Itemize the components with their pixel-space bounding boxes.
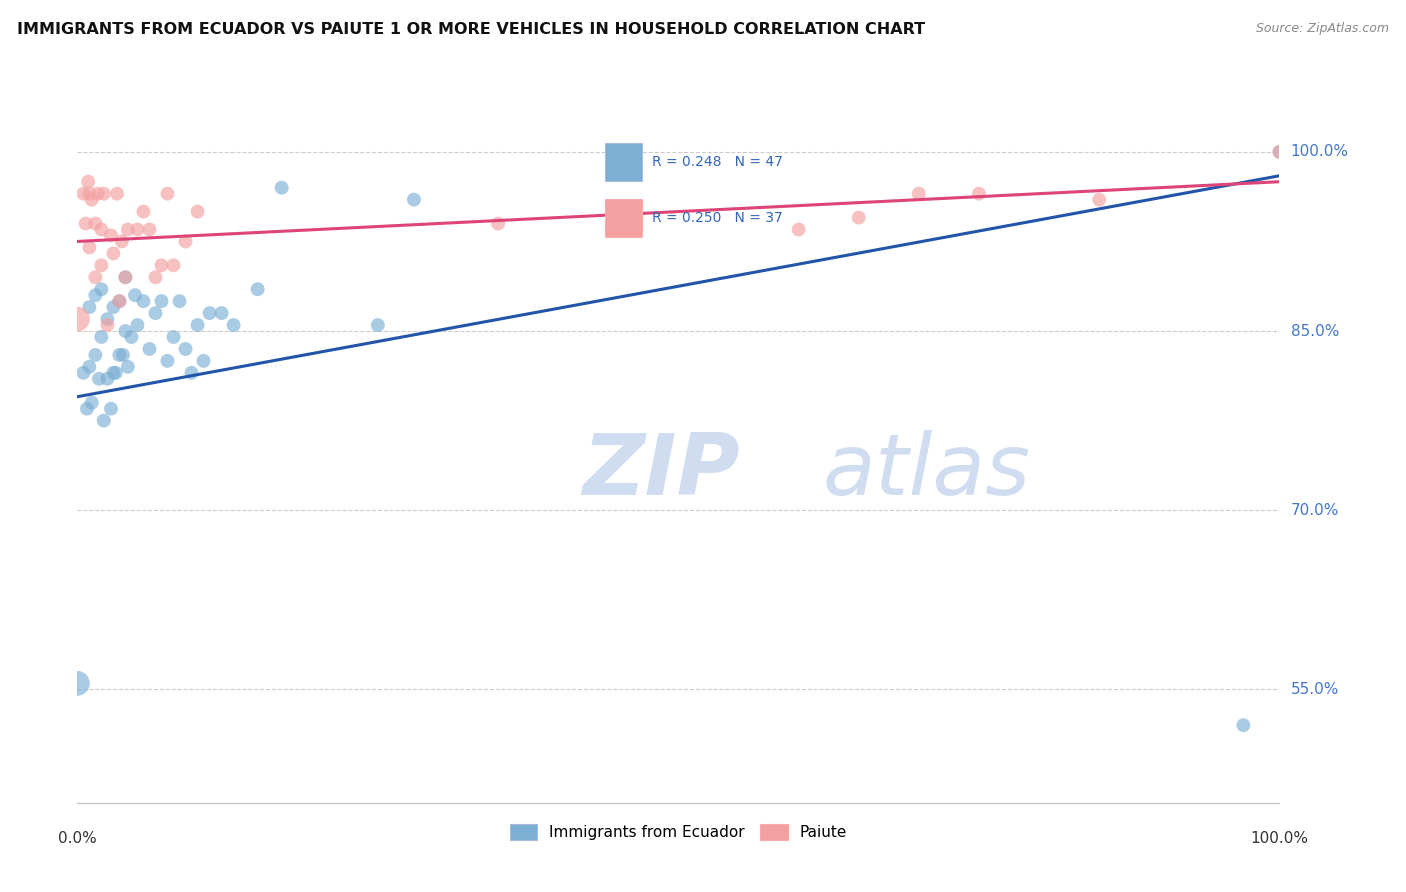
Point bbox=[132, 294, 155, 309]
Point bbox=[211, 306, 233, 320]
Point bbox=[84, 217, 107, 231]
Point bbox=[66, 312, 89, 326]
Point bbox=[114, 324, 136, 338]
Point bbox=[1268, 145, 1291, 159]
Point bbox=[84, 288, 107, 302]
Point bbox=[193, 354, 215, 368]
Point bbox=[848, 211, 870, 225]
Text: 100.0%: 100.0% bbox=[1250, 830, 1309, 846]
Point bbox=[96, 318, 118, 332]
Point bbox=[138, 222, 160, 236]
Point bbox=[105, 186, 128, 201]
Point bbox=[84, 270, 107, 285]
Point bbox=[77, 175, 100, 189]
Point bbox=[127, 318, 149, 332]
Point bbox=[1088, 193, 1111, 207]
Point bbox=[72, 186, 94, 201]
Point bbox=[127, 222, 149, 236]
Point bbox=[150, 294, 173, 309]
Point bbox=[402, 193, 425, 207]
Point bbox=[787, 222, 810, 236]
Point bbox=[124, 288, 146, 302]
Point bbox=[145, 270, 167, 285]
Point bbox=[87, 372, 110, 386]
Point bbox=[84, 348, 107, 362]
Point bbox=[90, 222, 112, 236]
Point bbox=[103, 246, 125, 260]
Point bbox=[120, 330, 142, 344]
Point bbox=[79, 359, 101, 374]
Point bbox=[222, 318, 245, 332]
Point bbox=[96, 372, 118, 386]
Point bbox=[908, 186, 931, 201]
Point bbox=[111, 235, 134, 249]
Point bbox=[103, 300, 125, 314]
Text: 70.0%: 70.0% bbox=[1291, 503, 1339, 517]
Point bbox=[367, 318, 389, 332]
Point bbox=[1232, 718, 1254, 732]
Point bbox=[486, 217, 509, 231]
Point bbox=[180, 366, 202, 380]
Point bbox=[90, 330, 112, 344]
Point bbox=[1268, 145, 1291, 159]
Point bbox=[80, 193, 103, 207]
Point bbox=[156, 354, 179, 368]
Point bbox=[117, 359, 139, 374]
Text: atlas: atlas bbox=[823, 430, 1031, 513]
Point bbox=[87, 186, 110, 201]
Point bbox=[145, 306, 167, 320]
Point bbox=[90, 258, 112, 272]
Point bbox=[100, 401, 122, 416]
Point bbox=[100, 228, 122, 243]
Text: IMMIGRANTS FROM ECUADOR VS PAIUTE 1 OR MORE VEHICLES IN HOUSEHOLD CORRELATION CH: IMMIGRANTS FROM ECUADOR VS PAIUTE 1 OR M… bbox=[17, 22, 925, 37]
Text: Source: ZipAtlas.com: Source: ZipAtlas.com bbox=[1256, 22, 1389, 36]
Point bbox=[198, 306, 221, 320]
Point bbox=[150, 258, 173, 272]
Point bbox=[103, 366, 125, 380]
Text: 55.0%: 55.0% bbox=[1291, 681, 1339, 697]
Point bbox=[156, 186, 179, 201]
Legend: Immigrants from Ecuador, Paiute: Immigrants from Ecuador, Paiute bbox=[502, 817, 855, 848]
Text: ZIP: ZIP bbox=[582, 430, 740, 513]
Point bbox=[169, 294, 191, 309]
Point bbox=[270, 180, 292, 194]
Point bbox=[111, 348, 134, 362]
Point bbox=[162, 330, 184, 344]
Point bbox=[108, 294, 131, 309]
Point bbox=[79, 186, 101, 201]
Point bbox=[162, 258, 184, 272]
Point bbox=[138, 342, 160, 356]
Point bbox=[246, 282, 269, 296]
Point bbox=[96, 312, 118, 326]
Point bbox=[75, 217, 97, 231]
Point bbox=[108, 294, 131, 309]
Point bbox=[114, 270, 136, 285]
Point bbox=[132, 204, 155, 219]
Point bbox=[104, 366, 127, 380]
Point bbox=[967, 186, 990, 201]
Point bbox=[79, 240, 101, 254]
Point bbox=[186, 204, 209, 219]
Point bbox=[186, 318, 209, 332]
Point bbox=[90, 282, 112, 296]
Point bbox=[114, 270, 136, 285]
Text: 0.0%: 0.0% bbox=[58, 830, 97, 846]
Point bbox=[108, 348, 131, 362]
Point bbox=[79, 300, 101, 314]
Point bbox=[174, 342, 197, 356]
Point bbox=[117, 222, 139, 236]
Point bbox=[76, 401, 98, 416]
Point bbox=[93, 414, 115, 428]
Point bbox=[66, 676, 89, 690]
Point bbox=[80, 395, 103, 409]
Point bbox=[174, 235, 197, 249]
Text: 100.0%: 100.0% bbox=[1291, 145, 1348, 160]
Point bbox=[72, 366, 94, 380]
Text: 85.0%: 85.0% bbox=[1291, 324, 1339, 339]
Point bbox=[93, 186, 115, 201]
